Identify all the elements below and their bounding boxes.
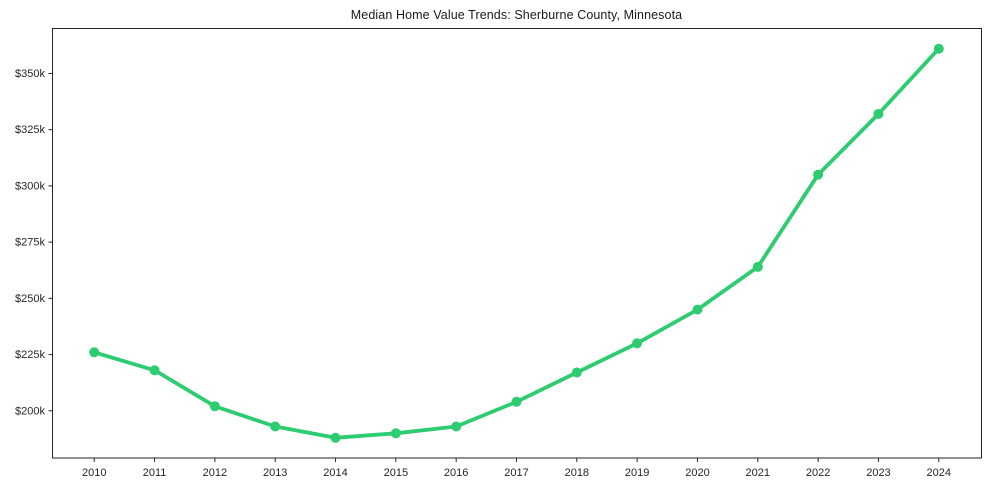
data-point-marker — [209, 401, 220, 412]
x-tick-label: 2019 — [625, 467, 649, 479]
data-point-marker — [752, 261, 763, 272]
chart-title: Median Home Value Trends: Sherburne Coun… — [350, 8, 683, 22]
x-tick-label: 2020 — [685, 467, 709, 479]
data-point-marker — [813, 169, 824, 180]
data-point-marker — [571, 367, 582, 378]
data-point-marker — [873, 109, 884, 119]
x-tick-label: 2017 — [504, 467, 528, 479]
x-tick-label: 2015 — [384, 467, 408, 479]
y-tick-label: $200k — [15, 405, 45, 417]
x-tick-label: 2014 — [323, 467, 347, 479]
x-tick-label: 2022 — [806, 467, 830, 479]
data-point-marker — [89, 347, 100, 358]
x-tick-label: 2024 — [927, 467, 951, 479]
data-point-marker — [390, 428, 401, 439]
data-point-marker — [270, 421, 281, 432]
y-tick-label: $275k — [15, 237, 45, 249]
data-point-marker — [632, 338, 643, 349]
y-tick-label: $300k — [15, 180, 45, 192]
data-point-marker — [451, 421, 462, 432]
data-point-marker — [330, 432, 341, 443]
data-point-marker — [511, 396, 522, 407]
data-point-marker — [692, 304, 703, 315]
x-tick-label: 2011 — [143, 467, 167, 479]
y-tick-label: $250k — [15, 293, 45, 305]
data-point-marker — [149, 365, 160, 376]
x-tick-label: 2016 — [444, 467, 468, 479]
data-point-marker — [933, 43, 944, 54]
x-tick-label: 2013 — [263, 467, 287, 479]
x-tick-label: 2021 — [746, 467, 770, 479]
x-tick-label: 2018 — [565, 467, 589, 479]
x-tick-label: 2010 — [82, 467, 106, 479]
y-tick-label: $350k — [15, 68, 45, 80]
y-tick-label: $225k — [15, 349, 45, 361]
y-tick-label: $325k — [15, 124, 45, 136]
x-tick-label: 2023 — [866, 467, 890, 479]
trend-line — [92, 46, 941, 440]
x-tick-label: 2012 — [203, 467, 227, 479]
